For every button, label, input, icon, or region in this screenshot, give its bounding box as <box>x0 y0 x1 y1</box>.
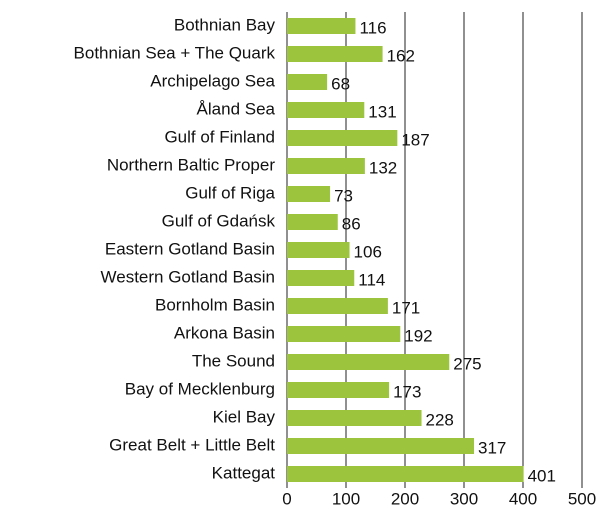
value-label: 171 <box>392 298 420 317</box>
value-label: 132 <box>369 158 397 177</box>
y-tick-label: Åland Sea <box>197 99 276 118</box>
x-tick-label: 300 <box>450 489 478 508</box>
y-tick-label: Gulf of Finland <box>164 127 275 146</box>
x-tick-label: 100 <box>332 489 360 508</box>
value-label: 68 <box>331 74 350 93</box>
y-tick-label: Bothnian Sea + The Quark <box>74 43 276 62</box>
value-label: 173 <box>393 382 421 401</box>
y-tick-label: Northern Baltic Proper <box>107 155 276 174</box>
bar <box>287 298 388 314</box>
value-label: 317 <box>478 438 506 457</box>
y-tick-label: Kattegat <box>212 463 276 482</box>
bar <box>287 242 350 258</box>
y-tick-label: Great Belt + Little Belt <box>109 435 275 454</box>
bar <box>287 438 475 454</box>
y-tick-label: The Sound <box>192 351 275 370</box>
bar <box>287 18 356 34</box>
y-tick-label: Archipelago Sea <box>150 71 275 90</box>
bar <box>287 382 390 398</box>
value-label: 187 <box>401 130 429 149</box>
x-tick-label: 0 <box>282 489 291 508</box>
bar <box>287 270 355 286</box>
bar <box>287 130 398 146</box>
value-label: 86 <box>342 214 361 233</box>
x-tick-label: 400 <box>509 489 537 508</box>
y-tick-label: Western Gotland Basin <box>101 267 276 286</box>
y-tick-label: Bornholm Basin <box>155 295 275 314</box>
y-tick-label: Gulf of Gdańsk <box>162 211 276 230</box>
value-label: 192 <box>404 326 432 345</box>
y-tick-label: Eastern Gotland Basin <box>105 239 275 258</box>
value-label: 228 <box>426 410 454 429</box>
value-label: 73 <box>334 186 353 205</box>
bar <box>287 354 450 370</box>
bar <box>287 410 422 426</box>
value-label: 401 <box>528 466 556 485</box>
bar <box>287 466 524 482</box>
y-tick-label: Kiel Bay <box>213 407 276 426</box>
y-tick-label: Arkona Basin <box>174 323 275 342</box>
value-label: 275 <box>453 354 481 373</box>
y-tick-label: Gulf of Riga <box>185 183 275 202</box>
value-label: 116 <box>359 18 386 37</box>
bar <box>287 326 401 342</box>
bar <box>287 74 328 90</box>
bar <box>287 186 331 202</box>
bar <box>287 158 365 174</box>
value-label: 106 <box>354 242 382 261</box>
bar <box>287 102 365 118</box>
bar <box>287 214 338 230</box>
x-tick-label: 500 <box>568 489 596 508</box>
y-tick-label: Bay of Mecklenburg <box>125 379 275 398</box>
x-tick-label: 200 <box>391 489 419 508</box>
value-label: 114 <box>358 270 385 289</box>
value-label: 162 <box>387 46 415 65</box>
value-label: 131 <box>368 102 396 121</box>
bar <box>287 46 383 62</box>
y-tick-label: Bothnian Bay <box>174 15 276 34</box>
